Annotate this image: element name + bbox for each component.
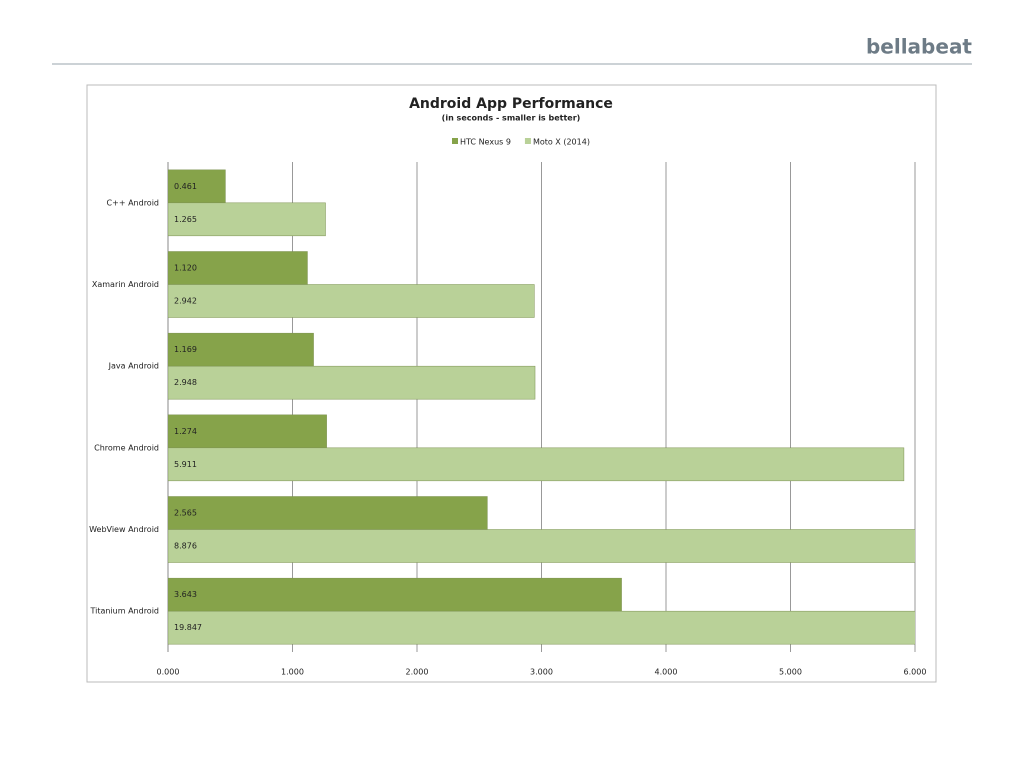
- bar: [168, 251, 308, 285]
- value-label: 5.911: [174, 460, 197, 469]
- x-tick-label: 3.000: [530, 668, 553, 677]
- x-tick-label: 0.000: [157, 668, 180, 677]
- value-label: 1.169: [174, 345, 197, 354]
- bar: [168, 577, 622, 612]
- value-label: 1.265: [174, 215, 197, 224]
- y-tick-label: Chrome Android: [94, 443, 159, 452]
- x-tick-label: 1.000: [281, 668, 304, 677]
- value-label: 8.876: [174, 542, 197, 551]
- legend-label: Moto X (2014): [533, 138, 590, 147]
- y-tick-label: Java Android: [108, 362, 159, 371]
- x-tick-label: 5.000: [779, 668, 802, 677]
- legend-swatch: [452, 138, 458, 144]
- bar: [168, 284, 535, 318]
- value-label: 0.461: [174, 182, 197, 191]
- bar: [168, 496, 488, 530]
- bar: [168, 447, 905, 482]
- legend-swatch: [524, 138, 531, 144]
- bar: [168, 332, 314, 367]
- value-label: 2.942: [174, 297, 197, 306]
- value-label: 1.120: [174, 264, 197, 273]
- bar: [168, 365, 536, 400]
- y-tick-label: WebView Android: [89, 525, 159, 534]
- bar: [168, 169, 226, 204]
- bar: [168, 529, 915, 563]
- logo: bellabeat: [866, 35, 972, 59]
- x-tick-label: 6.000: [904, 668, 927, 677]
- value-label: 3.643: [174, 590, 197, 599]
- chart-subtitle: (in seconds - smaller is better): [442, 114, 581, 123]
- y-tick-label: C++ Android: [107, 198, 159, 207]
- x-tick-label: 4.000: [655, 668, 678, 677]
- bar: [168, 202, 326, 237]
- value-label: 2.948: [174, 378, 197, 387]
- bar: [168, 610, 915, 645]
- x-tick-label: 2.000: [406, 668, 429, 677]
- legend-label: HTC Nexus 9: [460, 138, 511, 147]
- value-label: 1.274: [174, 427, 197, 436]
- value-label: 19.847: [174, 623, 202, 632]
- y-tick-label: Titanium Android: [89, 607, 159, 616]
- bar: [168, 414, 327, 449]
- chart-title: Android App Performance: [409, 96, 613, 112]
- value-label: 2.565: [174, 509, 197, 518]
- y-tick-label: Xamarin Android: [92, 280, 159, 289]
